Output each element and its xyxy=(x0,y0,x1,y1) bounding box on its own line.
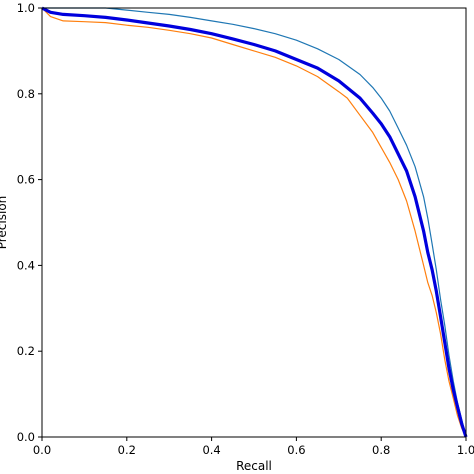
y-tick-label: 0.0 xyxy=(17,430,35,444)
ticks-layer: 0.0 0.2 0.4 0.6 0.8 1.0 0.0 0.2 0.4 0.6 0.8 1.0 xyxy=(17,1,474,457)
x-tick-label: 1.0 xyxy=(457,443,474,457)
y-tick-label: 1.0 xyxy=(17,1,35,15)
y-tick-label: 0.8 xyxy=(17,87,35,101)
series-layer xyxy=(41,6,468,438)
x-tick-label: 0.0 xyxy=(33,443,51,457)
plot-frame xyxy=(41,7,467,438)
series-line-3 xyxy=(41,6,468,438)
x-tick-label: 0.2 xyxy=(118,443,136,457)
x-axis-label: Recall xyxy=(236,459,272,473)
x-tick-label: 0.6 xyxy=(287,443,305,457)
series-line-1 xyxy=(42,7,467,438)
y-axis-label: Precision xyxy=(0,196,9,250)
x-tick-label: 0.8 xyxy=(372,443,390,457)
x-tick-label: 0.4 xyxy=(202,443,220,457)
y-tick-label: 0.4 xyxy=(17,258,35,272)
series-line-2 xyxy=(41,7,467,438)
y-tick-label: 0.2 xyxy=(17,344,35,358)
y-tick-label: 0.6 xyxy=(17,173,35,187)
